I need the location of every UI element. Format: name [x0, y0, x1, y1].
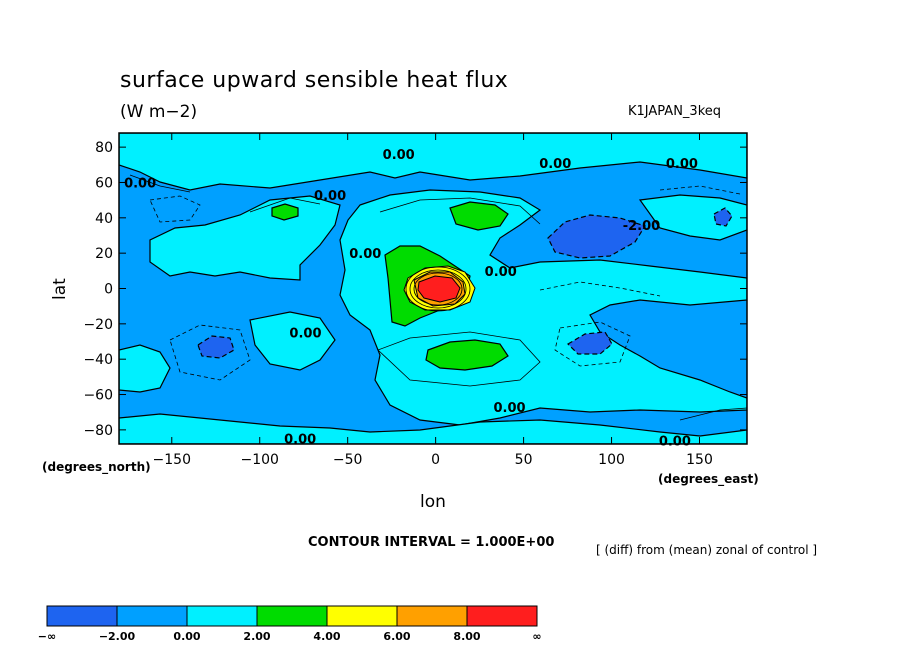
- contour-label: 0.00: [666, 157, 698, 172]
- contour-label: 0.00: [284, 433, 316, 448]
- colorbar-swatch: [466, 605, 538, 627]
- x-tick-label: 100: [598, 452, 625, 468]
- x-axis-units: (degrees_east): [658, 472, 759, 486]
- x-axis-label: lon: [420, 492, 446, 512]
- region-blue-ne: [547, 214, 646, 259]
- colorbar: −∞ −2.00 0.00 2.00 4.00 6.00 8.00 ∞: [38, 605, 542, 643]
- x-tick-label: 150: [686, 452, 713, 468]
- y-tick-label: −40: [83, 352, 113, 368]
- y-axis-label: lat: [50, 278, 70, 300]
- region-north-band: [119, 133, 747, 191]
- colorbar-swatch: [326, 605, 398, 627]
- contour-labels: 0.00 0.00 0.00 0.00 0.00 -2.00 0.00 0.00 0.00 0.0…: [124, 148, 698, 449]
- colorbar-label: −2.00: [99, 630, 136, 643]
- contour-label: 0.00: [539, 157, 571, 172]
- colorbar-swatch: [256, 605, 328, 627]
- x-tick-label: −100: [241, 452, 279, 468]
- x-axis: −150 −100 −50 0 50 100 150: [153, 133, 713, 468]
- region-sw-patch: [249, 311, 336, 371]
- region-red-core: [417, 275, 461, 303]
- region-blue-far-e: [713, 207, 733, 227]
- chart-title: surface upward sensible heat flux: [120, 68, 509, 93]
- colorbar-label: 4.00: [313, 630, 340, 643]
- colorbar-swatch: [46, 605, 118, 627]
- x-tick-label: 0: [431, 452, 440, 468]
- contour-label: 0.00: [124, 176, 156, 191]
- region-green-s: [425, 339, 509, 371]
- contour-label: 0.00: [349, 247, 381, 262]
- diff-note: [ (diff) from (mean) zonal of control ]: [596, 543, 818, 557]
- colorbar-swatch: [116, 605, 188, 627]
- colorbar-swatch: [396, 605, 468, 627]
- colorbar-swatch: [186, 605, 258, 627]
- colorbar-label: 6.00: [383, 630, 410, 643]
- y-tick-label: −20: [83, 317, 113, 333]
- colorbar-label: 2.00: [243, 630, 270, 643]
- y-axis-units: (degrees_north): [42, 460, 151, 474]
- colorbar-label: 0.00: [173, 630, 200, 643]
- region-blue-se: [567, 331, 613, 355]
- y-tick-label: 20: [95, 246, 113, 262]
- y-tick-label: −80: [83, 423, 113, 439]
- y-tick-label: 80: [95, 140, 113, 156]
- region-blue-sw: [197, 335, 235, 359]
- contour-label: 0.00: [314, 189, 346, 204]
- y-axis: −80 −60 −40 −20 0 20 40 60 80: [83, 140, 747, 439]
- contour-label: 0.00: [485, 265, 517, 280]
- x-tick-label: −150: [153, 452, 191, 468]
- y-tick-label: 60: [95, 175, 113, 191]
- contour-label: -2.00: [623, 219, 660, 234]
- x-tick-label: −50: [333, 452, 363, 468]
- chart-units: (W m−2): [120, 102, 198, 122]
- contour-label: 0.00: [659, 434, 691, 449]
- contour-label: 0.00: [383, 148, 415, 163]
- y-tick-label: 0: [104, 282, 113, 298]
- y-tick-label: 40: [95, 211, 113, 227]
- region-green-nw: [271, 203, 299, 221]
- contour-label: 0.00: [493, 401, 525, 416]
- colorbar-label: −∞: [38, 630, 56, 643]
- y-tick-label: −60: [83, 388, 113, 404]
- contour-interval: CONTOUR INTERVAL = 1.000E+00: [308, 535, 555, 550]
- x-tick-label: 50: [515, 452, 533, 468]
- region-west-edge: [119, 344, 171, 393]
- contour-label: 0.00: [289, 327, 321, 342]
- region-green-n: [449, 201, 509, 231]
- region-south-band: [119, 413, 747, 444]
- run-name: K1JAPAN_3keq: [628, 104, 722, 119]
- colorbar-label: ∞: [532, 630, 541, 643]
- region-se-patch: [638, 194, 747, 241]
- colorbar-label: 8.00: [453, 630, 480, 643]
- core-contour-lines: [405, 266, 471, 312]
- secondary-contours: [129, 174, 747, 421]
